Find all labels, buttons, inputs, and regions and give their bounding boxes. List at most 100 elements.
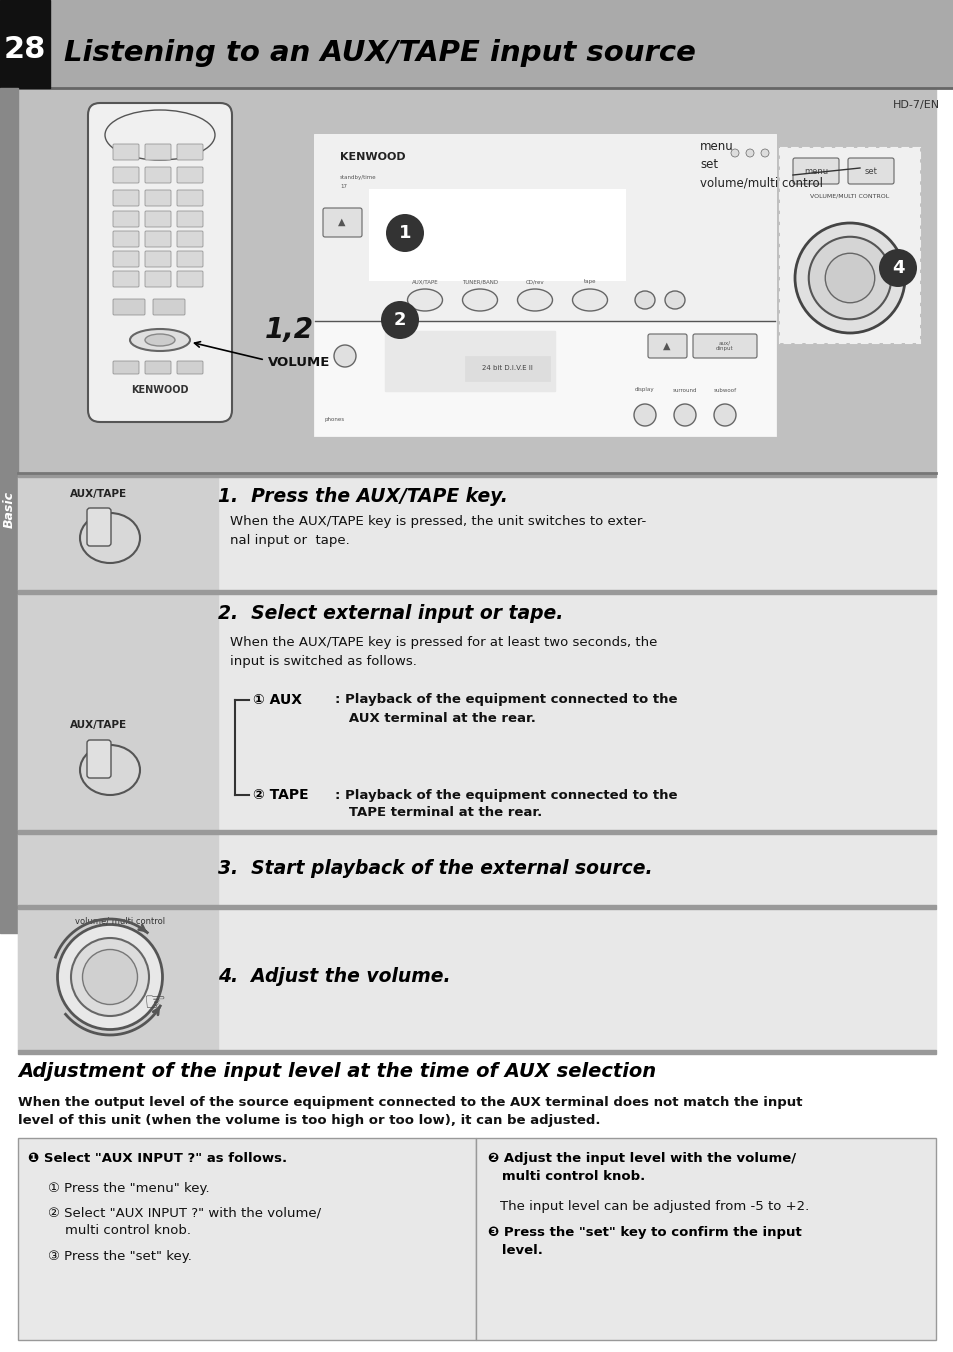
Text: ❷ Adjust the input level with the volume/: ❷ Adjust the input level with the volume… [488, 1152, 796, 1165]
Text: 2.  Select external input or tape.: 2. Select external input or tape. [218, 604, 563, 623]
Bar [18, 904, 935, 909]
Bar [18, 909, 935, 1051]
Ellipse shape [713, 404, 735, 426]
Text: AUX/TAPE: AUX/TAPE [70, 489, 127, 499]
FancyBboxPatch shape [112, 231, 139, 247]
Text: 1.  Press the AUX/TAPE key.: 1. Press the AUX/TAPE key. [218, 487, 507, 506]
Text: KENWOOD: KENWOOD [339, 151, 405, 162]
Text: 28: 28 [4, 35, 46, 65]
FancyBboxPatch shape [692, 334, 757, 358]
Text: 17: 17 [339, 184, 347, 189]
Ellipse shape [824, 253, 874, 303]
Bar [476, 1138, 935, 1340]
Ellipse shape [80, 512, 140, 562]
Ellipse shape [878, 249, 916, 287]
FancyBboxPatch shape [87, 508, 111, 546]
Ellipse shape [794, 223, 904, 333]
FancyBboxPatch shape [177, 231, 203, 247]
Text: ① Press the "menu" key.: ① Press the "menu" key. [48, 1182, 210, 1195]
Text: HD-7/EN: HD-7/EN [892, 100, 939, 110]
Ellipse shape [517, 289, 552, 311]
Text: AUX/TAPE: AUX/TAPE [70, 721, 127, 730]
Ellipse shape [745, 149, 753, 157]
Ellipse shape [635, 291, 655, 310]
Text: KENWOOD: KENWOOD [132, 385, 189, 395]
Bar [0, 88, 18, 933]
FancyBboxPatch shape [323, 208, 361, 237]
FancyBboxPatch shape [152, 299, 185, 315]
Text: VOLUME: VOLUME [268, 356, 330, 369]
Ellipse shape [673, 404, 696, 426]
Bar [18, 830, 935, 834]
Ellipse shape [808, 237, 890, 319]
Bar [18, 1138, 476, 1340]
Text: 3.  Start playback of the external source.: 3. Start playback of the external source… [218, 859, 652, 877]
Text: volume/ multi control: volume/ multi control [75, 917, 165, 926]
Text: Basic: Basic [3, 492, 15, 529]
Text: ③ Press the "set" key.: ③ Press the "set" key. [48, 1251, 192, 1263]
Text: When the output level of the source equipment connected to the AUX terminal does: When the output level of the source equi… [18, 1096, 801, 1109]
Ellipse shape [386, 214, 423, 251]
FancyBboxPatch shape [177, 251, 203, 266]
FancyBboxPatch shape [112, 361, 139, 375]
Text: menu
set
volume/multi control: menu set volume/multi control [700, 141, 822, 189]
FancyBboxPatch shape [145, 191, 171, 206]
Text: multi control knob.: multi control knob. [48, 1224, 191, 1237]
Bar [314, 135, 774, 320]
Text: VOLUME/MULTI CONTROL: VOLUME/MULTI CONTROL [809, 193, 889, 199]
FancyBboxPatch shape [87, 740, 111, 777]
Text: 1: 1 [398, 224, 411, 242]
Text: ② TAPE: ② TAPE [253, 788, 309, 802]
Bar [385, 331, 555, 391]
Text: CD/rev: CD/rev [525, 280, 544, 284]
Text: aux/
dinput: aux/ dinput [716, 341, 733, 352]
Bar [18, 594, 218, 830]
Text: 4: 4 [891, 260, 903, 277]
Text: : Playback of the equipment connected to the: : Playback of the equipment connected to… [335, 694, 677, 707]
Bar [18, 477, 218, 589]
Text: level of this unit (when the volume is too high or too low), it can be adjusted.: level of this unit (when the volume is t… [18, 1114, 599, 1128]
Ellipse shape [380, 301, 418, 339]
Bar [370, 191, 624, 280]
FancyBboxPatch shape [112, 270, 139, 287]
Bar [18, 88, 935, 473]
FancyBboxPatch shape [792, 158, 838, 184]
FancyBboxPatch shape [112, 145, 139, 160]
Ellipse shape [664, 291, 684, 310]
FancyBboxPatch shape [177, 168, 203, 183]
Text: set: set [863, 166, 877, 176]
Text: The input level can be adjusted from -5 to +2.: The input level can be adjusted from -5 … [499, 1201, 808, 1213]
Text: Adjustment of the input level at the time of AUX selection: Adjustment of the input level at the tim… [18, 1063, 656, 1082]
Text: menu: menu [803, 166, 827, 176]
FancyBboxPatch shape [145, 211, 171, 227]
Text: 1,2: 1,2 [265, 316, 314, 343]
Text: ▲: ▲ [338, 218, 345, 227]
Text: When the AUX/TAPE key is pressed, the unit switches to exter-
nal input or  tape: When the AUX/TAPE key is pressed, the un… [230, 515, 645, 548]
Ellipse shape [334, 345, 355, 366]
Text: 4.  Adjust the volume.: 4. Adjust the volume. [218, 968, 450, 987]
FancyBboxPatch shape [145, 361, 171, 375]
FancyBboxPatch shape [177, 211, 203, 227]
Bar [0, 0, 50, 88]
Ellipse shape [572, 289, 607, 311]
Bar [314, 135, 774, 435]
Text: tape: tape [583, 280, 596, 284]
Bar [18, 909, 218, 1051]
Text: : Playback of the equipment connected to the: : Playback of the equipment connected to… [335, 788, 677, 802]
Ellipse shape [71, 938, 149, 1015]
Text: ▲: ▲ [662, 341, 670, 352]
Text: ❸ Press the "set" key to confirm the input: ❸ Press the "set" key to confirm the inp… [488, 1226, 801, 1238]
Text: ② Select "AUX INPUT ?" with the volume/: ② Select "AUX INPUT ?" with the volume/ [48, 1206, 321, 1220]
Text: standby/time: standby/time [339, 174, 376, 180]
Text: subwoof: subwoof [713, 388, 736, 392]
Text: ① AUX: ① AUX [253, 694, 302, 707]
Ellipse shape [130, 329, 190, 352]
Bar [780, 147, 919, 343]
Bar [0, 0, 953, 88]
FancyBboxPatch shape [177, 361, 203, 375]
FancyBboxPatch shape [112, 211, 139, 227]
FancyBboxPatch shape [847, 158, 893, 184]
Bar [18, 1051, 935, 1055]
Ellipse shape [634, 404, 656, 426]
Text: 24 bit D.I.V.E II: 24 bit D.I.V.E II [481, 365, 532, 370]
